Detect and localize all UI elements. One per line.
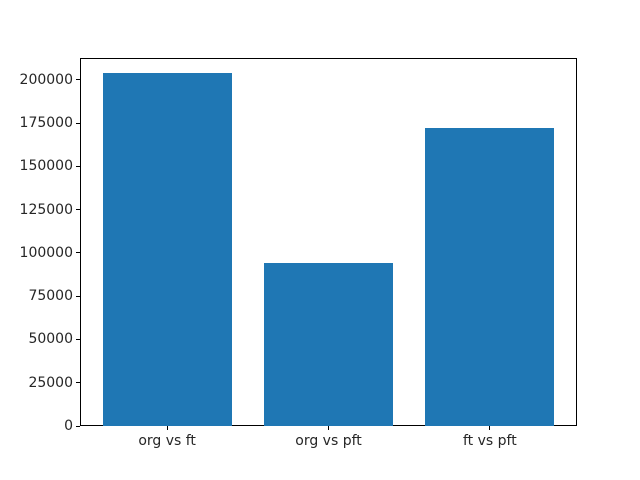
- y-tick-label: 0: [64, 418, 73, 434]
- x-tick-label: org vs ft: [138, 433, 196, 449]
- x-tick-mark: [328, 426, 329, 430]
- y-tick-mark: [76, 79, 80, 81]
- y-tick-mark: [76, 252, 80, 254]
- y-tick-mark: [76, 209, 80, 211]
- y-tick-label: 50000: [28, 331, 73, 348]
- bar-org-vs-pft: [263, 263, 394, 426]
- y-tick-mark: [76, 122, 80, 124]
- y-tick-label: 200000: [19, 71, 73, 88]
- y-tick-label: 125000: [19, 201, 73, 218]
- x-tick-label: ft vs pft: [463, 433, 517, 449]
- bar-org-vs-ft: [102, 73, 232, 426]
- y-tick-mark: [76, 338, 80, 340]
- y-tick-label: 75000: [28, 288, 73, 305]
- y-tick-mark: [76, 295, 80, 297]
- bar-ft-vs-pft: [425, 128, 555, 426]
- y-tick-mark: [76, 165, 80, 167]
- y-tick-label: 175000: [19, 115, 73, 132]
- y-tick-mark: [76, 382, 80, 384]
- y-tick-label: 25000: [28, 374, 73, 391]
- y-tick-mark: [76, 425, 80, 427]
- x-tick-mark: [489, 426, 491, 430]
- y-tick-label: 100000: [19, 244, 73, 261]
- y-tick-label: 150000: [19, 158, 73, 175]
- x-tick-label: org vs pft: [295, 433, 362, 449]
- x-tick-mark: [166, 426, 168, 430]
